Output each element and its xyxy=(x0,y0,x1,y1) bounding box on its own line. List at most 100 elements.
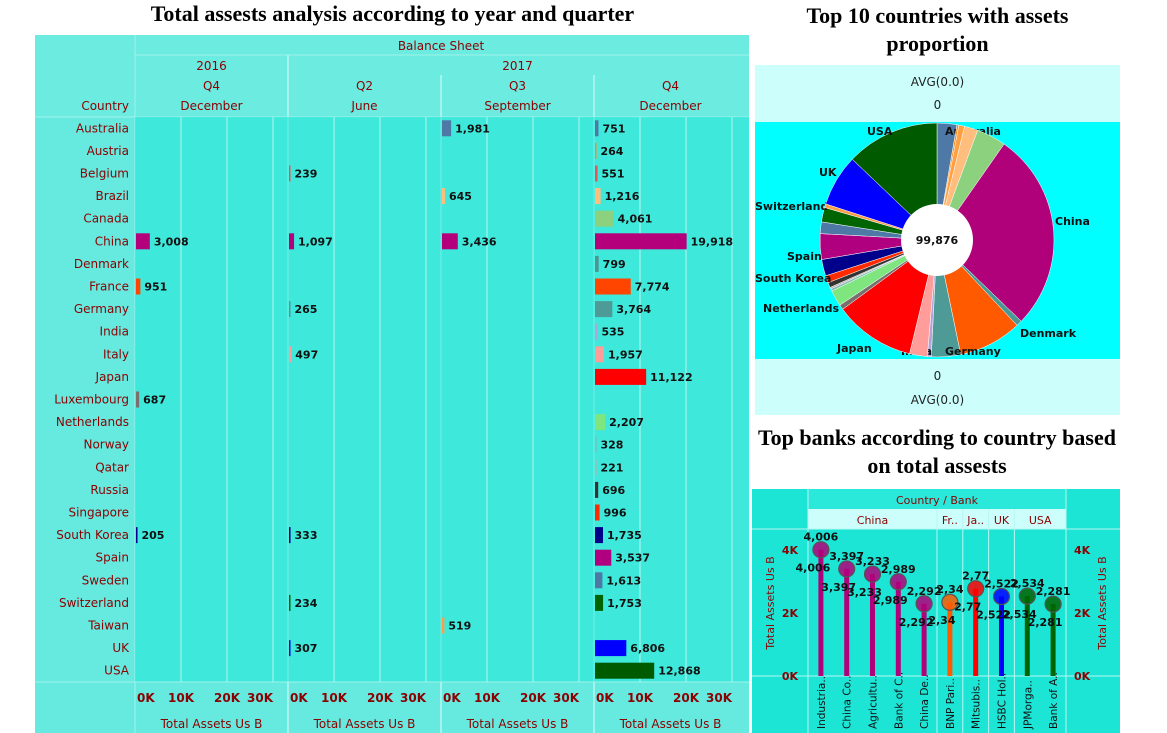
lollipop-head xyxy=(941,593,959,611)
bar xyxy=(442,617,445,634)
bar xyxy=(595,368,647,385)
lollipop-value-label: 2,34 xyxy=(936,583,963,596)
pie-slice-label: Spain xyxy=(787,250,822,263)
bar-value-label: 996 xyxy=(604,507,627,520)
bar xyxy=(595,210,614,227)
bank-country-label: USA xyxy=(1029,514,1052,527)
bar-value-label: 497 xyxy=(295,348,318,361)
plot-body xyxy=(135,117,749,682)
bar xyxy=(595,640,627,657)
pie-chart-title: Top 10 countries with assets proportion xyxy=(806,3,1069,56)
bar-value-label: 205 xyxy=(142,529,165,542)
country-label: Taiwan xyxy=(87,619,129,633)
bar xyxy=(442,120,452,137)
lollipop-head xyxy=(863,565,882,583)
country-label: Qatar xyxy=(95,460,129,474)
bank-name-label: Bank of A.. xyxy=(1048,672,1060,729)
bar-value-label: 265 xyxy=(295,303,318,316)
lollipop-value-label: 3,233 xyxy=(855,555,890,568)
bar-value-label: 1,981 xyxy=(455,122,490,135)
bank-name-label: Mitsubis.. xyxy=(971,679,983,729)
y-tick-right: 0K xyxy=(1074,670,1091,683)
bar xyxy=(136,391,140,408)
quarter-header: Q3 xyxy=(509,79,526,93)
pie-total-label: 99,876 xyxy=(916,234,959,247)
banks-chart-title: Top banks according to country based on … xyxy=(758,425,1116,478)
bar-value-label: 1,753 xyxy=(607,597,642,610)
bar xyxy=(595,323,598,340)
lollipop-value-label-lower: 2,34 xyxy=(928,614,955,627)
bar-value-label: 951 xyxy=(144,281,167,294)
country-label: Luxembourg xyxy=(54,393,129,407)
bar-value-label: 799 xyxy=(603,258,626,271)
pie-slice-china xyxy=(936,143,1055,322)
bar xyxy=(595,278,631,295)
quarter-header: Q4 xyxy=(662,79,679,93)
x-tick-label: 0K xyxy=(443,691,461,705)
bar xyxy=(595,233,687,250)
bank-name-label: China Co.. xyxy=(842,675,854,729)
y-axis-title-left: Total Assets Us B xyxy=(764,556,777,650)
country-label: Norway xyxy=(83,438,129,452)
bank-name-label: Bank of C.. xyxy=(893,672,905,729)
lollipop-head xyxy=(812,541,830,559)
x-tick-label: 30K xyxy=(553,691,580,705)
lollipop-value-label: 2,989 xyxy=(881,563,916,576)
country-label: Spain xyxy=(95,551,129,565)
pie-slice-label: Japan xyxy=(836,342,872,355)
lollipop-value-label: 2,522 xyxy=(984,578,1019,591)
pie-slice-japan xyxy=(842,239,938,355)
bar-header-band xyxy=(35,35,749,117)
lollipop-value-label-lower: 4,006 xyxy=(796,562,831,575)
bar-value-label: 696 xyxy=(602,484,625,497)
row-header-country: Country xyxy=(81,99,129,113)
pie-bottom-avg-label: AVG(0.0) xyxy=(911,393,964,407)
assets-pie-chart: AVG(0.0)00AVG(0.0)AustraliaChinaDenmarkG… xyxy=(755,65,1120,415)
banks-lollipop-chart: Country / Bank China Fr.. Ja.. UK USA 0K 0K 2K 2K… xyxy=(752,489,1120,733)
bank-country-label: China xyxy=(857,514,888,527)
x-tick-label: 10K xyxy=(627,691,654,705)
month-header: December xyxy=(639,99,701,113)
x-tick-label: 20K xyxy=(367,691,394,705)
bar xyxy=(136,527,138,544)
bar xyxy=(595,572,603,589)
x-tick-label: 30K xyxy=(706,691,733,705)
pie-top-value: 0 xyxy=(934,98,942,112)
pie-slice-label: USA xyxy=(867,125,893,138)
pie-slice-label: Germany xyxy=(945,345,1001,358)
lollipop-head xyxy=(915,595,933,613)
bar xyxy=(595,459,597,476)
pie-slice-label: UK xyxy=(819,166,837,179)
lollipop-head xyxy=(889,573,907,591)
bar xyxy=(289,640,291,657)
country-label: Singapore xyxy=(68,506,129,520)
bar-value-label: 11,122 xyxy=(650,371,692,384)
bar-value-label: 535 xyxy=(601,326,624,339)
bank-name-label: Agricultu.. xyxy=(868,675,880,729)
pie-slice-usa xyxy=(851,122,938,241)
bar xyxy=(136,233,150,250)
x-tick-label: 0K xyxy=(290,691,308,705)
bar xyxy=(595,165,598,182)
bar-value-label: 1,216 xyxy=(605,190,640,203)
country-label: India xyxy=(100,325,129,339)
bar xyxy=(289,233,295,250)
assets-bar-chart: Balance Sheet 2016 2017 Q4 December Q2 June Q3 S… xyxy=(35,35,749,733)
bar xyxy=(289,165,291,182)
y-tick-right: 4K xyxy=(1074,544,1091,557)
country-label: Germany xyxy=(74,302,129,316)
lollipop-value-label: 2,281 xyxy=(1036,585,1071,598)
bar xyxy=(595,414,606,431)
y-tick-left: 0K xyxy=(782,670,799,683)
bar-value-label: 1,097 xyxy=(298,235,333,248)
x-tick-label: 20K xyxy=(673,691,700,705)
pie-center-hole xyxy=(901,204,973,276)
bank-name-label: Industria.. xyxy=(816,676,828,729)
bar xyxy=(289,301,291,318)
country-label: Netherlands xyxy=(56,415,129,429)
bank-country-label: UK xyxy=(994,514,1010,527)
x-axis-title: Total Assets Us B xyxy=(313,717,416,731)
x-tick-label: 10K xyxy=(474,691,501,705)
y-tick-left: 2K xyxy=(782,607,799,620)
pie-slice-label: Denmark xyxy=(1020,327,1077,340)
